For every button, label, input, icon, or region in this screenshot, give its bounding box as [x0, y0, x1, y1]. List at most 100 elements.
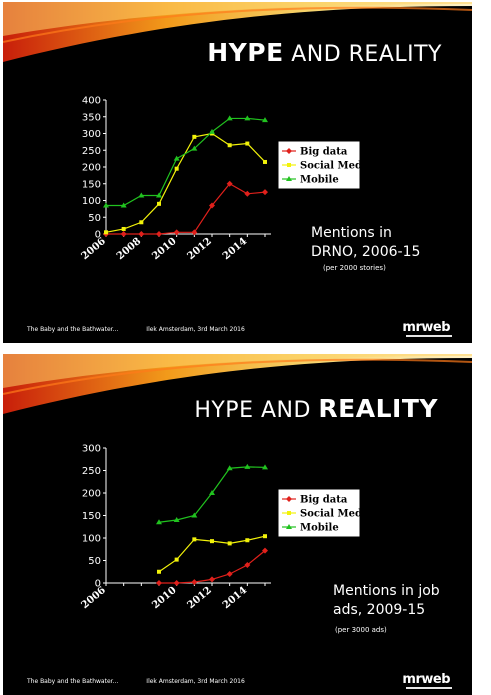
data-point [245, 141, 250, 146]
data-point [226, 115, 233, 121]
caption-line-2: ads, 2009-15 [333, 602, 426, 618]
y-tick-label: 100 [82, 196, 101, 207]
y-tick-label: 0 [95, 230, 101, 241]
caption-line-1: Mentions in job [333, 583, 440, 599]
data-point [244, 562, 251, 568]
series-line [106, 182, 266, 235]
data-point [173, 517, 180, 522]
y-tick-label: 200 [82, 163, 101, 174]
data-point [103, 202, 109, 208]
x-tick-label: 2012 [186, 585, 214, 611]
legend-label: Mobile [300, 523, 339, 534]
y-tick-label: 150 [82, 179, 101, 190]
data-point [173, 155, 180, 161]
legend-marker [287, 163, 291, 167]
data-point [226, 180, 233, 187]
data-point [210, 539, 214, 544]
data-point [139, 220, 144, 225]
chart-caption: Mentions in DRNO, 2006-15 [311, 224, 420, 262]
data-point [227, 541, 232, 546]
data-point [209, 202, 215, 209]
data-point [263, 159, 267, 164]
y-tick-label: 350 [82, 112, 101, 123]
caption-line-2: DRNO, 2006-15 [311, 244, 421, 260]
data-point [263, 534, 267, 539]
data-point [192, 537, 197, 542]
slide-title: HYPE AND REALITY [207, 38, 442, 67]
title-plain: HYPE AND [194, 398, 311, 423]
footer-title: The Baby and the Bathwater... [27, 678, 119, 685]
series-big-data [156, 547, 268, 586]
data-point [245, 538, 250, 543]
series-line [105, 132, 266, 233]
y-tick-label: 300 [82, 444, 101, 455]
data-point [209, 490, 215, 495]
data-point [156, 192, 162, 198]
legend-label: Social Media [300, 509, 373, 520]
data-point [121, 226, 126, 231]
x-tick-label: 2014 [221, 585, 249, 611]
footer-title: The Baby and the Bathwater... [27, 326, 119, 333]
data-point [227, 143, 232, 148]
slide-title: HYPE AND REALITY [194, 394, 438, 423]
title-strong: REALITY [318, 394, 438, 423]
data-point [226, 571, 233, 577]
data-point [191, 579, 198, 586]
x-tick-label: 2010 [150, 585, 178, 611]
footer-event: Ilek Amsterdam, 3rd March 2016 [146, 326, 245, 333]
chart-legend: Big data Social Media Mobile [277, 140, 373, 190]
y-tick-label: 250 [82, 146, 101, 157]
y-tick-label: 100 [82, 534, 101, 545]
data-point [120, 231, 127, 237]
x-tick-label: 2008 [115, 236, 143, 262]
data-point [191, 145, 198, 151]
slide-footer: The Baby and the Bathwater... Ilek Amster… [27, 326, 245, 333]
logo-underline [406, 687, 452, 689]
legend-label: Big data [300, 147, 348, 158]
series-social-media [157, 534, 267, 574]
slide-footer: The Baby and the Bathwater... Ilek Amster… [27, 678, 245, 685]
title-plain: AND REALITY [291, 42, 442, 67]
y-tick-label: 50 [88, 556, 101, 567]
data-point [173, 580, 180, 586]
data-point [262, 464, 268, 470]
y-tick-label: 200 [82, 489, 101, 500]
y-tick-label: 400 [82, 96, 101, 107]
legend-marker [287, 511, 291, 515]
data-point [174, 557, 179, 562]
series-social-media [104, 131, 267, 235]
data-point [191, 512, 198, 518]
legend-marker [286, 148, 292, 154]
data-point [138, 231, 145, 237]
decorative-swoosh [3, 2, 472, 62]
decorative-swoosh [3, 354, 472, 414]
x-tick-label: 2010 [150, 236, 178, 262]
series-line [106, 117, 266, 207]
footer-event: Ilek Amsterdam, 3rd March 2016 [146, 678, 245, 685]
data-point [244, 115, 251, 121]
caption-sub: (per 3000 ads) [335, 626, 387, 634]
y-tick-label: 250 [82, 466, 101, 477]
data-point [192, 134, 197, 139]
data-point [244, 463, 251, 469]
legend-label: Social Media [300, 161, 373, 172]
data-point [262, 547, 268, 554]
y-tick-label: 150 [82, 511, 101, 522]
chart-caption: Mentions in job ads, 2009-15 [333, 582, 440, 620]
title-strong: HYPE [207, 38, 284, 67]
data-point [209, 128, 215, 134]
data-point [173, 229, 180, 236]
y-tick-label: 300 [82, 129, 101, 140]
data-point [104, 230, 108, 235]
data-point [156, 231, 162, 237]
legend-label: Big data [300, 495, 348, 506]
data-point [157, 201, 161, 206]
data-point [156, 580, 162, 586]
series-mobile [156, 463, 268, 525]
data-point [262, 117, 268, 123]
x-tick-label: 2012 [186, 236, 214, 262]
series-big-data [103, 180, 268, 237]
data-point [120, 202, 127, 208]
